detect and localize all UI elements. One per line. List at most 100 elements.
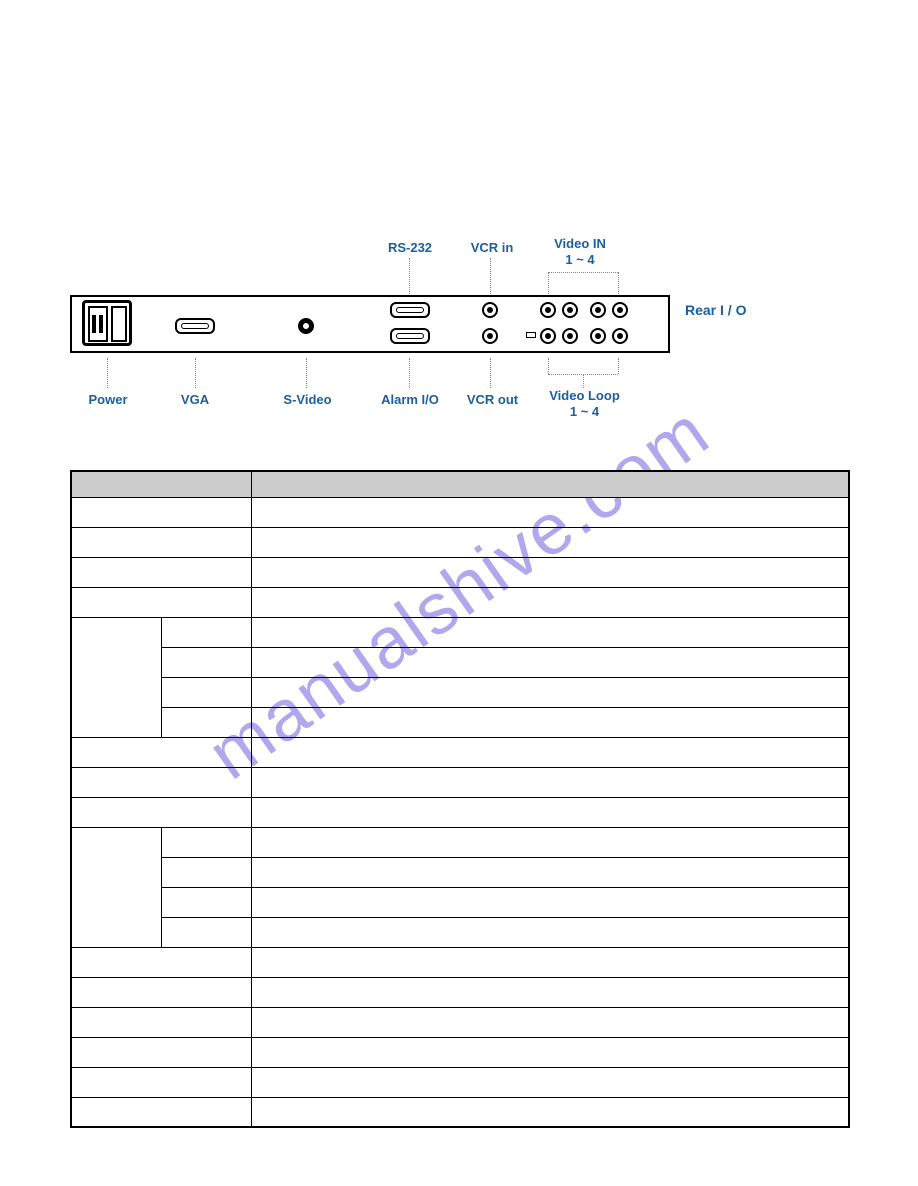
table-row: [71, 707, 849, 737]
video-loop-3-icon: [590, 328, 606, 344]
table-row: [71, 587, 849, 617]
table-row: [71, 857, 849, 887]
page: manualshive.com RS-232 VCR in Video IN 1…: [0, 0, 918, 1186]
table-row: [71, 827, 849, 857]
cell: [71, 797, 251, 827]
table-row: [71, 767, 849, 797]
cell: [71, 527, 251, 557]
video-in-3-icon: [590, 302, 606, 318]
cell: [251, 947, 849, 977]
table-row: [71, 1007, 849, 1037]
table-row: [71, 497, 849, 527]
svideo-port-icon: [298, 318, 314, 334]
cell: [251, 617, 849, 647]
cell: [71, 1097, 251, 1127]
table-row: [71, 677, 849, 707]
cell: [251, 1007, 849, 1037]
videoloop-bracket-stem: [583, 374, 584, 388]
video-in-label: Video IN 1 ~ 4: [540, 236, 620, 267]
table-row: [71, 737, 849, 767]
video-loop-2-icon: [562, 328, 578, 344]
cell: [251, 707, 849, 737]
cell: [251, 557, 849, 587]
video-in-4-icon: [612, 302, 628, 318]
cell: [251, 857, 849, 887]
cell: [161, 617, 251, 647]
vga-leader: [195, 358, 196, 388]
vga-label: VGA: [175, 392, 215, 407]
cell: [161, 887, 251, 917]
video-loop-4-icon: [612, 328, 628, 344]
cell: [251, 1067, 849, 1097]
vcr-in-label: VCR in: [462, 240, 522, 255]
cell: [71, 737, 251, 767]
cell: [251, 497, 849, 527]
table-row: [71, 947, 849, 977]
table-row: [71, 887, 849, 917]
cell: [251, 977, 849, 1007]
cell: [251, 797, 849, 827]
cell: [71, 977, 251, 1007]
alarm-leader: [409, 358, 410, 388]
cell: [251, 677, 849, 707]
cell: [251, 527, 849, 557]
table-header-row: [71, 471, 849, 497]
cell: [251, 1097, 849, 1127]
table-row: [71, 917, 849, 947]
spec-table: [70, 470, 850, 1128]
cell: [161, 647, 251, 677]
cell: [251, 587, 849, 617]
rear-io-diagram: RS-232 VCR in Video IN 1 ~ 4 Rear I / O: [70, 240, 790, 450]
vcrin-leader: [490, 258, 491, 300]
videoin-bracket-top: [548, 272, 618, 273]
video-loop-1-icon: [540, 328, 556, 344]
vcr-out-bnc-icon: [482, 328, 498, 344]
rs232-leader: [409, 258, 410, 300]
table-row: [71, 1097, 849, 1127]
cell: [71, 767, 251, 797]
cell: [161, 917, 251, 947]
table-row: [71, 797, 849, 827]
rear-io-text: Rear I / O: [685, 302, 746, 318]
cell: [161, 677, 251, 707]
table-row: [71, 557, 849, 587]
terminator-icon: [526, 332, 536, 338]
table-row: [71, 1037, 849, 1067]
group-cell: [71, 617, 161, 737]
header-col-1: [71, 471, 251, 497]
cell: [71, 497, 251, 527]
power-leader: [107, 358, 108, 388]
cell: [251, 917, 849, 947]
video-in-2-icon: [562, 302, 578, 318]
cell: [71, 1037, 251, 1067]
power-socket-icon: [82, 300, 132, 346]
header-col-2: [251, 471, 849, 497]
vcrout-leader: [490, 358, 491, 388]
cell: [71, 1067, 251, 1097]
videoloop-bracket-l: [548, 358, 549, 374]
cell: [251, 737, 849, 767]
video-in-1-icon: [540, 302, 556, 318]
cell: [161, 707, 251, 737]
cell: [251, 767, 849, 797]
table-row: [71, 527, 849, 557]
videoloop-label: Video Loop 1 ~ 4: [542, 388, 627, 419]
alarm-label: Alarm I/O: [375, 392, 445, 407]
cell: [161, 857, 251, 887]
cell: [71, 1007, 251, 1037]
group-cell: [71, 827, 161, 947]
svideo-label: S-Video: [275, 392, 340, 407]
videoloop-bracket-r: [618, 358, 619, 374]
table-row: [71, 1067, 849, 1097]
cell: [71, 557, 251, 587]
table-row: [71, 647, 849, 677]
svideo-leader: [306, 358, 307, 388]
cell: [251, 887, 849, 917]
vga-port-icon: [175, 318, 215, 334]
cell: [71, 587, 251, 617]
rs232-port-icon: [390, 302, 430, 318]
cell: [71, 947, 251, 977]
table-row: [71, 617, 849, 647]
vcr-in-bnc-icon: [482, 302, 498, 318]
cell: [251, 827, 849, 857]
